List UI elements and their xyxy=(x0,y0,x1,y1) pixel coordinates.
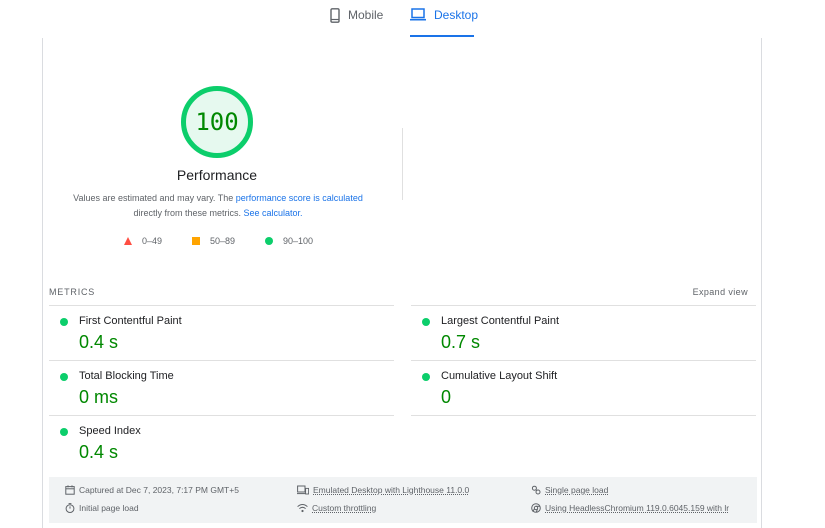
performance-summary: 100 Performance Values are estimated and… xyxy=(43,38,393,268)
triangle-icon xyxy=(124,237,132,245)
timer-icon xyxy=(65,503,75,513)
tab-mobile-label: Mobile xyxy=(348,8,384,22)
runtime-settings: Captured at Dec 7, 2023, 7:17 PM GMT+5 I… xyxy=(49,477,757,523)
metric-name: Largest Contentful Paint xyxy=(441,315,560,327)
browser-version[interactable]: Using HeadlessChromium 119.0.6045.159 wi… xyxy=(531,503,729,513)
captured-at: Captured at Dec 7, 2023, 7:17 PM GMT+5 xyxy=(65,485,239,495)
calendar-icon xyxy=(65,485,75,495)
performance-title: Performance xyxy=(176,167,258,183)
single-page-load-text: Single page load xyxy=(545,485,609,495)
metric-total-blocking-time[interactable]: Total Blocking Time 0 ms xyxy=(49,360,394,415)
metric-divider xyxy=(411,415,756,416)
circle-icon xyxy=(265,237,273,245)
metric-value: 0.4 s xyxy=(79,442,119,462)
metric-name: Total Blocking Time xyxy=(79,370,174,382)
legend-range: 90–100 xyxy=(283,236,314,246)
vertical-divider xyxy=(402,128,403,200)
tab-desktop[interactable]: Desktop xyxy=(410,8,478,38)
metric-value: 0.7 s xyxy=(441,332,481,352)
tab-desktop-label: Desktop xyxy=(434,8,479,22)
phone-icon xyxy=(330,8,340,23)
legend-item-fail: 0–49 xyxy=(124,236,162,246)
throttling[interactable]: Custom throttling xyxy=(297,503,376,513)
description-text-2: directly from these metrics. xyxy=(133,208,244,218)
metric-speed-index[interactable]: Speed Index 0.4 s xyxy=(49,415,394,470)
performance-gauge[interactable]: 100 xyxy=(181,86,253,158)
pass-circle-icon xyxy=(60,373,68,381)
legend-item-average: 50–89 xyxy=(192,236,235,246)
pass-circle-icon xyxy=(60,318,68,326)
metrics-header: METRICS xyxy=(49,287,96,297)
pass-circle-icon xyxy=(60,428,68,436)
chrome-icon xyxy=(531,503,541,513)
initial-page-load: Initial page load xyxy=(65,503,139,513)
expand-view-toggle[interactable]: Expand view xyxy=(692,287,748,297)
metric-first-contentful-paint[interactable]: First Contentful Paint 0.4 s xyxy=(49,305,394,360)
metric-largest-contentful-paint[interactable]: Largest Contentful Paint 0.7 s xyxy=(411,305,756,360)
score-legend: 0–49 50–89 90–100 xyxy=(43,236,393,248)
legend-item-pass: 90–100 xyxy=(265,236,313,246)
metric-name: Speed Index xyxy=(79,425,141,437)
browser-version-text: Using HeadlessChromium 119.0.6045.159 wi… xyxy=(545,503,730,513)
metric-cumulative-layout-shift[interactable]: Cumulative Layout Shift 0 xyxy=(411,360,756,415)
captured-at-text: Captured at Dec 7, 2023, 7:17 PM GMT+5 xyxy=(79,485,239,495)
single-page-load[interactable]: Single page load xyxy=(531,485,608,495)
metric-value: 0.4 s xyxy=(79,332,119,352)
legend-range: 50–89 xyxy=(210,236,236,246)
initial-page-load-text: Initial page load xyxy=(79,503,139,513)
pass-circle-icon xyxy=(422,373,430,381)
square-icon xyxy=(192,237,200,245)
report-card: 100 Performance Values are estimated and… xyxy=(42,38,762,528)
legend-range: 0–49 xyxy=(142,236,163,246)
performance-score-link[interactable]: performance score is calculated xyxy=(235,193,363,203)
metric-value: 0 ms xyxy=(79,387,119,407)
pass-circle-icon xyxy=(422,318,430,326)
performance-description: Values are estimated and may vary. The p… xyxy=(63,191,373,221)
metric-name: First Contentful Paint xyxy=(79,315,182,327)
active-tab-indicator xyxy=(410,35,474,37)
session-icon xyxy=(531,485,541,495)
throttling-text: Custom throttling xyxy=(312,503,377,513)
description-text-1: Values are estimated and may vary. The xyxy=(73,193,236,203)
emulated-device-text: Emulated Desktop with Lighthouse 11.0.0 xyxy=(313,485,470,495)
metric-name: Cumulative Layout Shift xyxy=(441,370,558,382)
laptop-icon xyxy=(410,8,426,21)
devices-icon xyxy=(297,485,309,495)
report-tabs: Mobile Desktop xyxy=(0,0,825,38)
calculator-link[interactable]: See calculator. xyxy=(243,208,303,218)
metric-value: 0 xyxy=(441,387,452,407)
tab-mobile[interactable]: Mobile xyxy=(330,8,383,38)
emulated-device[interactable]: Emulated Desktop with Lighthouse 11.0.0 xyxy=(297,485,469,495)
performance-score: 100 xyxy=(195,108,239,136)
wifi-icon xyxy=(297,503,308,513)
